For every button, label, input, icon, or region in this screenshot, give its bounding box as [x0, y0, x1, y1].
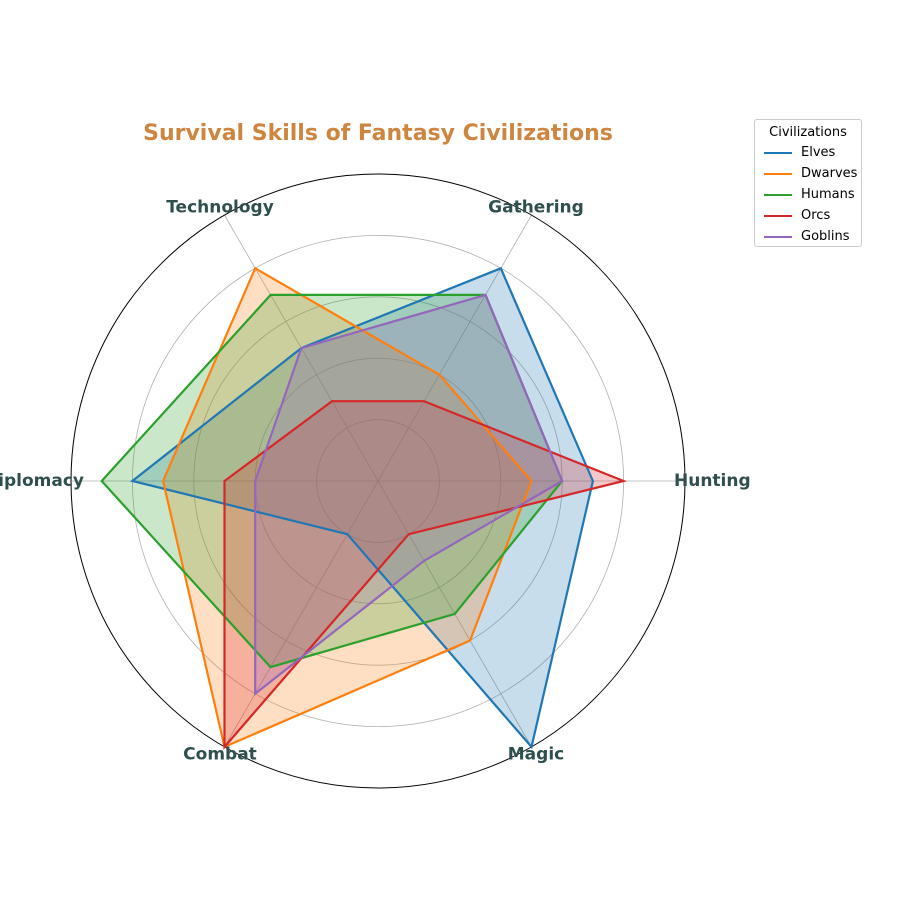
axis-label-gathering: Gathering — [488, 197, 584, 217]
series-area-humans — [101, 294, 563, 668]
legend-entry-goblins: Goblins — [755, 226, 861, 247]
legend: Civilizations Elves Dwarves Humans Orcs Gobl… — [754, 119, 862, 247]
grid-spoke — [377, 214, 532, 482]
legend-swatch — [764, 193, 792, 196]
grid-spoke — [224, 480, 379, 748]
legend-entry-orcs: Orcs — [755, 205, 861, 226]
legend-label: Humans — [801, 187, 855, 202]
axis-label-hunting: Hunting — [674, 471, 751, 491]
series-area-elves — [132, 268, 593, 747]
outer-frame — [70, 173, 686, 789]
legend-entry-dwarves: Dwarves — [755, 163, 861, 184]
series-line-elves — [129, 266, 595, 750]
series-area-goblins — [255, 294, 563, 694]
legend-label: Orcs — [801, 208, 831, 223]
legend-label: Dwarves — [801, 166, 858, 181]
axis-label-magic: Magic — [508, 745, 564, 765]
axis-label-technology: Technology — [166, 197, 274, 217]
legend-label: Goblins — [801, 229, 850, 244]
series-line-goblins — [254, 293, 564, 696]
series-line-orcs — [223, 400, 628, 750]
legend-swatch — [764, 172, 792, 175]
legend-swatch — [764, 214, 792, 217]
axis-label-combat: Combat — [183, 745, 257, 765]
legend-title: Civilizations — [769, 125, 847, 140]
legend-swatch — [764, 235, 792, 238]
legend-label: Elves — [801, 145, 836, 160]
legend-entry-elves: Elves — [755, 142, 861, 163]
legend-swatch — [764, 151, 792, 154]
series-area-orcs — [224, 401, 624, 747]
axis-label-diplomacy: Diplomacy — [0, 471, 84, 491]
chart-title: Survival Skills of Fantasy Civilizations — [143, 121, 613, 146]
legend-items: Elves Dwarves Humans Orcs Goblins — [755, 142, 861, 247]
series-line-dwarves — [161, 266, 533, 749]
legend-entry-humans: Humans — [755, 184, 861, 205]
